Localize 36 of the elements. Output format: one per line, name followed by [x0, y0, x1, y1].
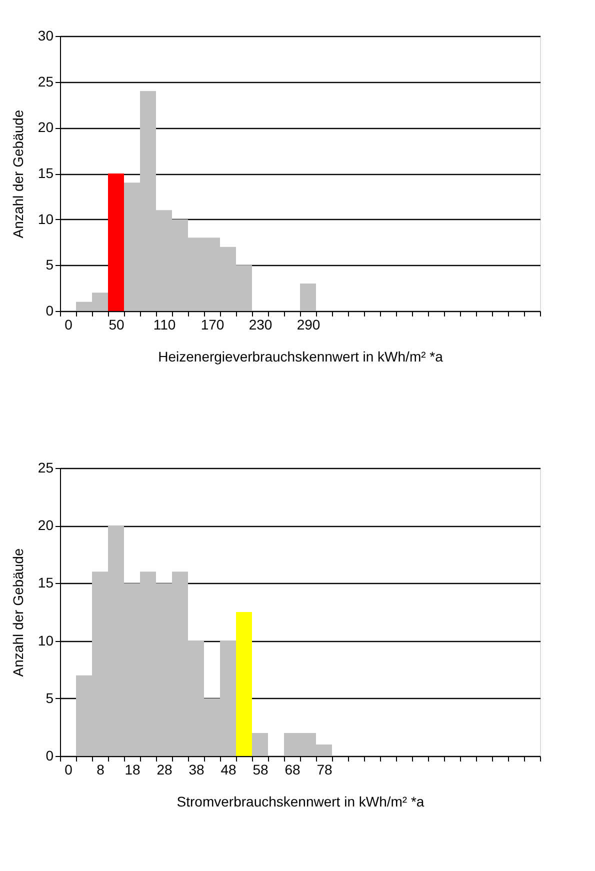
x-tick-label: 0 — [64, 762, 73, 778]
x-tick-label: 110 — [153, 316, 176, 332]
x-tick-label: 78 — [316, 762, 332, 778]
y-tick-label: 20 — [38, 517, 54, 534]
y-tick-label: 25 — [38, 73, 54, 90]
x-tick-label: 0 — [64, 316, 73, 332]
y-axis-title: Anzahl der Gebäude — [10, 110, 26, 238]
x-tick-label: 28 — [156, 762, 172, 778]
y-tick-label: 15 — [38, 165, 54, 181]
x-tick-label: 48 — [220, 762, 236, 778]
y-tick-label: 30 — [38, 28, 54, 44]
y-tick-label: 0 — [46, 302, 54, 318]
y-tick-label: 25 — [38, 460, 54, 476]
y-tick-label: 20 — [38, 119, 54, 136]
x-axis-title: Stromverbrauchskennwert in kWh/m² *a — [176, 794, 424, 810]
x-tick-label: 58 — [252, 762, 268, 778]
y-tick-label: 0 — [46, 748, 54, 764]
bar — [236, 612, 252, 756]
y-tick-label: 5 — [46, 690, 54, 706]
y-axis-title: Anzahl der Gebäude — [10, 548, 26, 677]
x-tick-label: 230 — [248, 316, 272, 332]
bar — [108, 174, 124, 311]
bar — [252, 732, 268, 756]
x-tick-label: 18 — [124, 762, 140, 778]
x-tick-label: 8 — [96, 762, 105, 778]
y-tick-label: 15 — [38, 574, 54, 591]
y-tick-label: 10 — [38, 632, 54, 648]
y-tick-label: 10 — [38, 210, 54, 227]
x-axis-title: Heizenergieverbrauchskennwert in kWh/m² *a — [158, 348, 444, 364]
x-tick-label: 38 — [188, 762, 204, 778]
y-tick-label: 5 — [46, 256, 54, 273]
x-tick-label: 290 — [296, 316, 320, 332]
bar — [300, 284, 316, 311]
x-tick-label: 170 — [200, 316, 224, 332]
x-tick-label: 50 — [108, 316, 124, 332]
x-tick-label: 68 — [284, 762, 300, 778]
